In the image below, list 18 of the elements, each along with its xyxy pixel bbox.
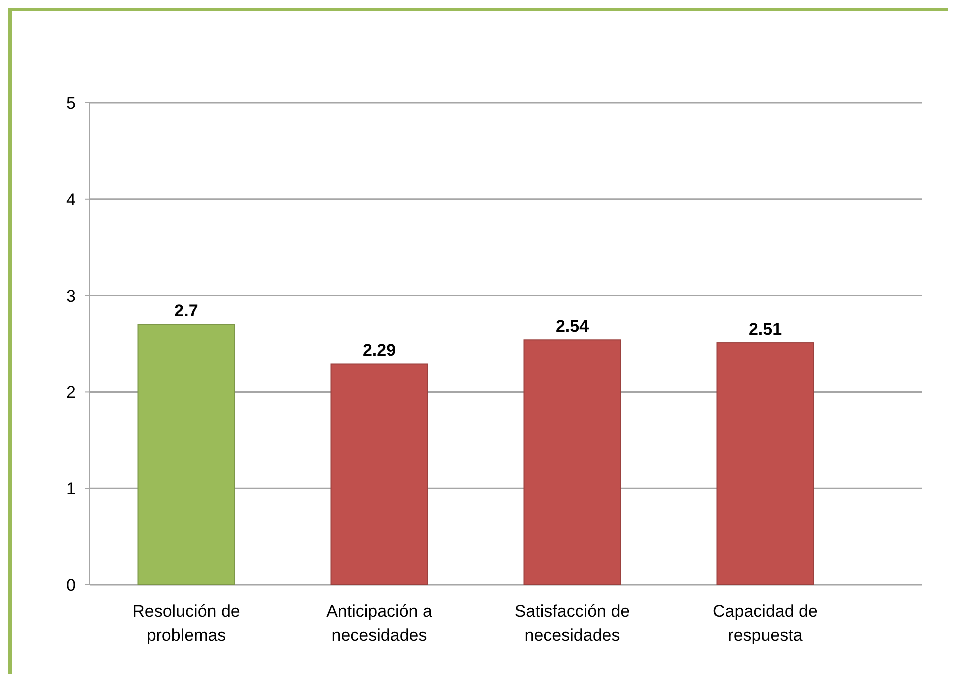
bar (330, 364, 428, 586)
x-tick-label: Satisfacción de necesidades (514, 602, 630, 645)
y-tick-label: 4 (66, 190, 76, 210)
y-tick-label: 1 (66, 480, 76, 499)
data-label: 2.29 (362, 341, 396, 360)
x-tick-label: Anticipación a necesidades (326, 602, 433, 645)
bar (138, 324, 236, 586)
y-tick-label: 0 (66, 576, 76, 595)
y-tick-label: 2 (66, 383, 76, 402)
x-tick-label: Capacidad de respuesta (713, 602, 818, 645)
data-label: 2.54 (556, 317, 590, 336)
bar (716, 342, 814, 586)
x-tick-label: Resolución de problemas (132, 602, 240, 645)
data-label: 2.51 (748, 320, 782, 340)
y-tick-label: 3 (66, 286, 76, 306)
bar (524, 340, 622, 586)
y-tick-label: 5 (66, 94, 76, 113)
data-label: 2.7 (174, 302, 198, 321)
